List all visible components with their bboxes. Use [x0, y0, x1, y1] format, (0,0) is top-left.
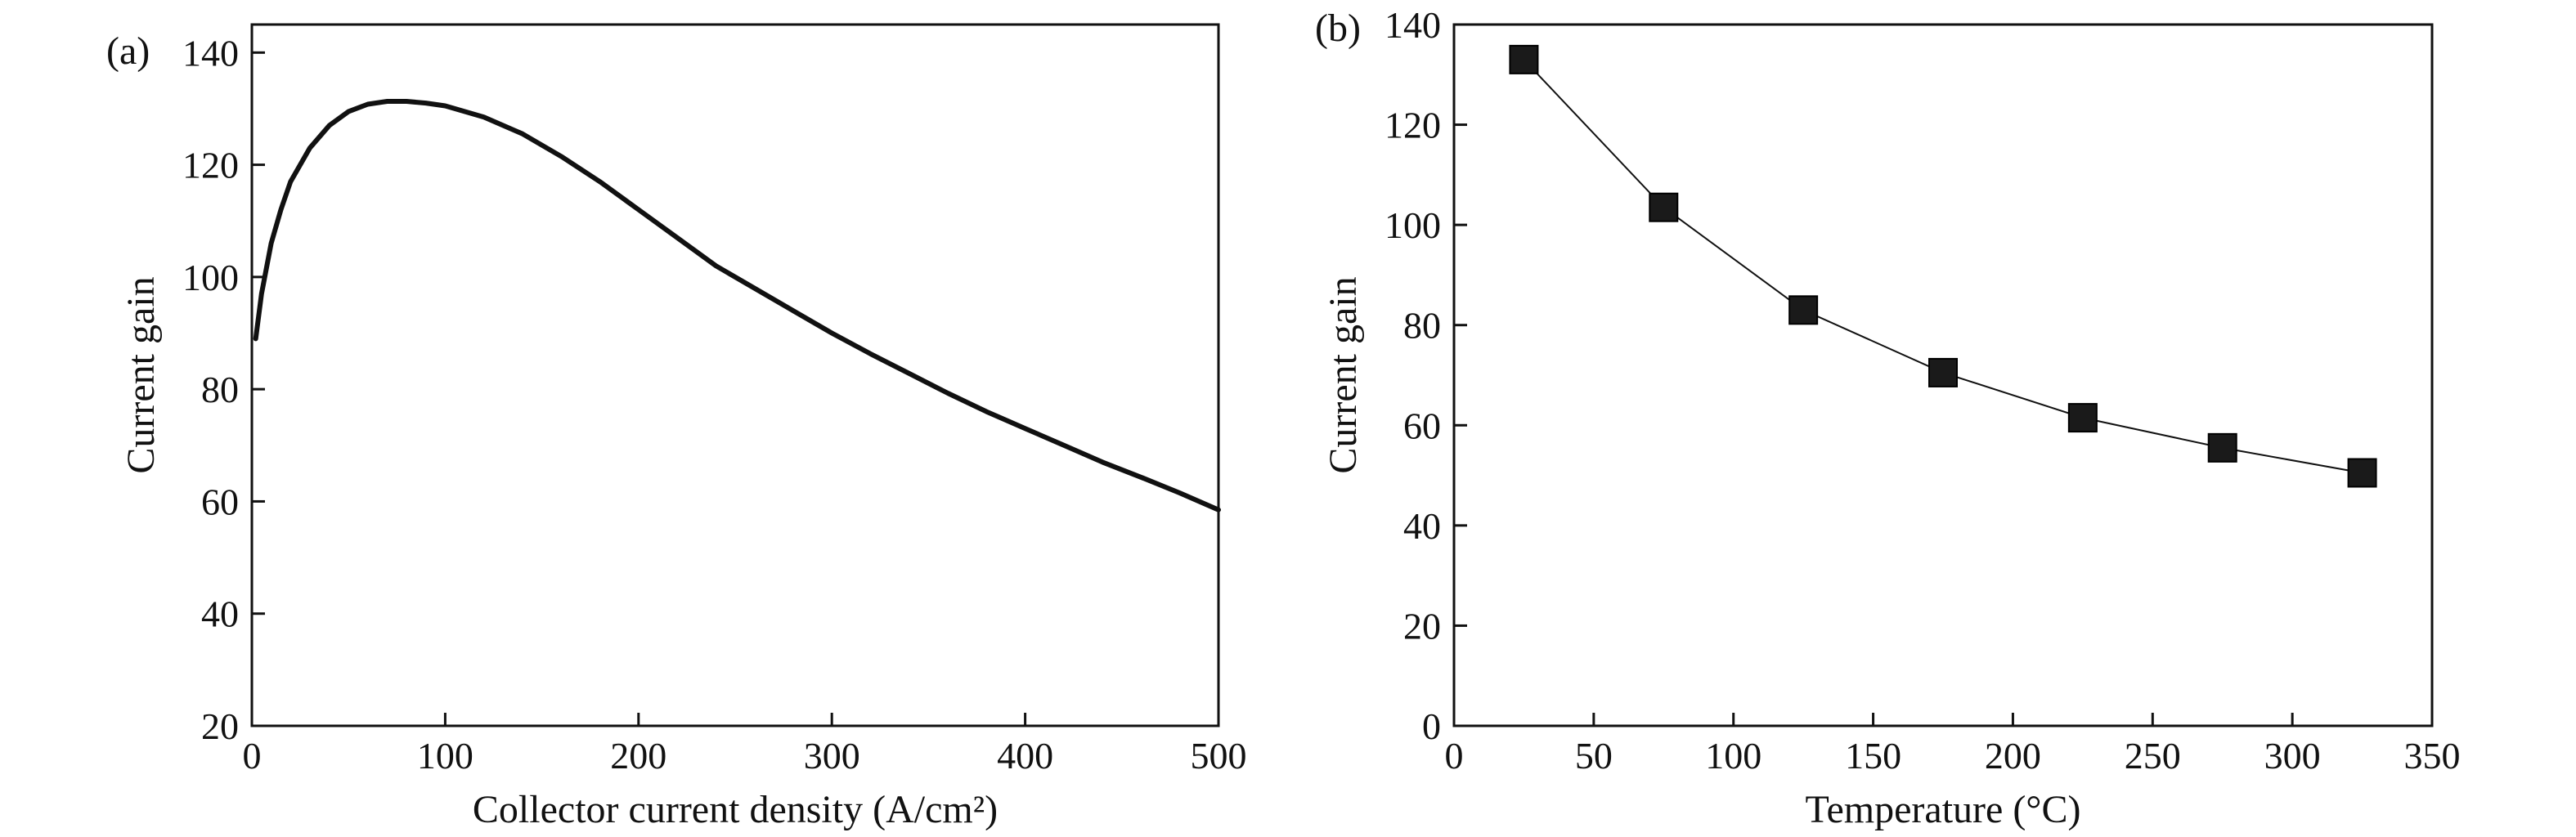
panel-b-x-tick-label: 350	[2404, 735, 2461, 777]
panel-a-y-tick-label: 80	[201, 369, 239, 410]
panel-a-y-tick-label: 40	[201, 593, 239, 635]
panel-b-y-tick-label: 120	[1384, 105, 1441, 146]
panel-b-x-tick-label: 200	[1985, 735, 2041, 777]
panel-b-x-axis-label: Temperature (°C)	[1805, 788, 2080, 831]
panel-b-data-point	[1509, 44, 1539, 74]
panel-b-label: (b)	[1315, 7, 1361, 50]
panel-b-x-tick-label: 150	[1845, 735, 1901, 777]
panel-b-y-tick-label: 20	[1403, 605, 1441, 647]
panel-b-data-point	[1928, 357, 1958, 387]
panel-b-y-axis-label: Current gain	[1322, 276, 1365, 473]
panel-a-y-tick-label: 100	[182, 257, 239, 298]
panel-b-data-point	[1649, 192, 1679, 222]
panel-b-data-point	[2207, 432, 2237, 463]
panel-a-x-tick-label: 400	[997, 735, 1053, 777]
panel-b-data-point	[2067, 403, 2098, 433]
panel-a-x-tick-label: 200	[610, 735, 666, 777]
panel-a-y-axis-label: Current gain	[119, 276, 163, 473]
panel-b-y-tick-label: 80	[1403, 305, 1441, 347]
panel-b-series-line	[1523, 58, 2363, 474]
panel-a-x-tick-label: 500	[1191, 735, 1247, 777]
panel-a-plot-frame	[250, 23, 1220, 727]
panel-b-x-tick-label: 300	[2264, 735, 2321, 777]
panel-b-data-point	[2347, 458, 2377, 488]
panel-b-x-tick-label: 100	[1705, 735, 1761, 777]
panel-a-label: (a)	[106, 29, 150, 73]
panel-b-y-tick-label: 60	[1403, 405, 1441, 446]
panel-b-x-tick-label: 250	[2125, 735, 2181, 777]
panel-b: 0 50 100 150 200 250 300 350 0 20 40 60 80 100 120 140 T…	[1315, 4, 2461, 831]
panel-a-x-tick-label: 100	[417, 735, 473, 777]
panel-b-y-tick-label: 140	[1384, 4, 1441, 46]
panel-b-data-point	[1788, 295, 1819, 325]
panel-a-y-tick-label: 140	[182, 32, 239, 74]
panel-a-y-tick-label: 20	[201, 705, 239, 747]
panel-b-x-tick-label: 50	[1575, 735, 1613, 777]
panel-a-series-line	[253, 99, 1221, 512]
panel-a-y-tick-label: 120	[182, 145, 239, 186]
panel-a-x-tick-label: 300	[804, 735, 860, 777]
panel-a-x-axis-label: Collector current density (A/cm²)	[473, 788, 998, 831]
panel-b-x-tick-label: 0	[1445, 735, 1464, 777]
panel-a-x-tick-label: 0	[243, 735, 262, 777]
panel-b-y-tick-label: 40	[1403, 505, 1441, 547]
panel-a: 0 100 200 300 400 500 20 40 60 80 100 120 140 Collect…	[106, 23, 1247, 831]
panel-b-plot-frame	[1452, 23, 2434, 727]
panel-b-y-tick-label: 100	[1384, 204, 1441, 246]
panel-b-y-tick-label: 0	[1422, 705, 1441, 747]
panel-a-y-tick-label: 60	[201, 481, 239, 522]
